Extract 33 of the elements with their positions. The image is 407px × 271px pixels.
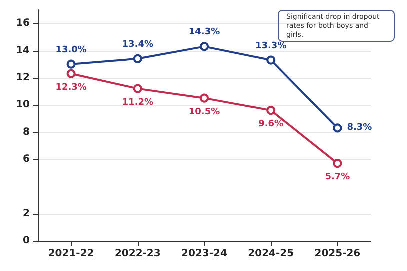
point bbox=[133, 54, 142, 64]
data-label: 14.3% bbox=[188, 28, 220, 38]
point bbox=[66, 69, 76, 78]
point bbox=[266, 106, 276, 116]
y-tick-label: 8 bbox=[23, 126, 30, 138]
data-label: 13.4% bbox=[122, 40, 154, 50]
y-tick-label: 10 bbox=[16, 100, 30, 111]
data-label: 8.3% bbox=[347, 123, 372, 134]
data-label: 5.7% bbox=[325, 172, 350, 183]
y-tick-label: 6 bbox=[23, 154, 30, 165]
x-tick-label: 2023-24 bbox=[182, 248, 228, 260]
data-label: 13.0% bbox=[56, 45, 87, 56]
point bbox=[200, 42, 209, 52]
y-tick-label: 0 bbox=[23, 236, 30, 246]
data-label: 11.2% bbox=[122, 98, 154, 108]
point bbox=[66, 60, 76, 69]
x-tick-label: 2021-22 bbox=[48, 248, 94, 260]
y-tick-label: 2 bbox=[23, 208, 30, 220]
data-label: 13.3% bbox=[255, 41, 287, 52]
point bbox=[200, 94, 209, 103]
point bbox=[333, 159, 342, 168]
point bbox=[266, 56, 276, 65]
point bbox=[333, 124, 342, 133]
y-tick-label: 14 bbox=[16, 45, 30, 56]
data-label: 9.6% bbox=[258, 120, 284, 130]
data-label: 12.3% bbox=[56, 82, 87, 93]
point bbox=[133, 84, 142, 94]
x-tick-label: 2022-23 bbox=[114, 248, 161, 260]
data-label: 10.5% bbox=[188, 107, 220, 118]
y-tick-label: 12 bbox=[16, 72, 30, 84]
y-tick-label: 16 bbox=[16, 18, 30, 30]
x-tick-label: 2025-26 bbox=[314, 248, 361, 260]
x-tick-label: 2024-25 bbox=[248, 248, 294, 260]
